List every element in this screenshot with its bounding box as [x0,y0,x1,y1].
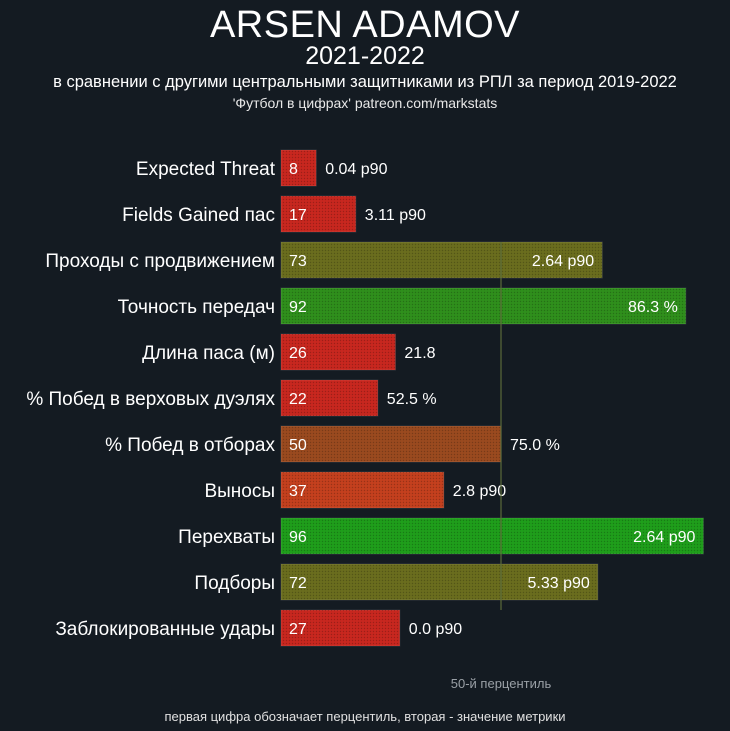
metric-value-label: 0.0 p90 [409,621,462,638]
metric-value-label: 2.8 p90 [453,483,506,500]
category-label: Fields Gained пас [122,205,275,226]
metric-value-label: 75.0 % [510,437,560,454]
source-credit: 'Футбол в цифрах' patreon.com/markstats [232,95,498,111]
bar-texture [281,564,598,600]
metric-value-label: 2.64 p90 [633,529,695,546]
category-label: % Побед в верховых дуэлях [26,389,275,410]
bar-texture [281,334,396,370]
metric-value-label: 21.8 [404,345,435,362]
bar-texture [281,380,378,416]
percentile-bar-chart: Expected Threat 8 0.04 p90 Fields Gained па… [26,149,704,691]
bars-layer: Expected Threat 8 0.04 p90 Fields Gained па… [26,149,704,647]
bar-texture [281,472,444,508]
percentile-value-label: 96 [289,529,307,546]
percentile-value-label: 17 [289,207,307,224]
bar-texture [281,610,400,646]
median-percentile-label: 50-й перцентиль [451,676,552,691]
percentile-value-label: 27 [289,621,307,638]
metric-value-label: 3.11 p90 [365,207,426,224]
bar-texture [281,426,501,462]
bar-texture [281,196,356,232]
percentile-value-label: 8 [289,161,298,178]
bar-texture [281,150,317,186]
season-label: 2021-2022 [305,42,425,70]
category-label: % Побед в отборах [105,435,275,456]
category-label: Длина паса (м) [142,343,275,364]
percentile-value-label: 50 [289,437,307,454]
metric-value-label: 0.04 p90 [325,161,387,178]
category-label: Проходы с продвижением [45,251,275,272]
metric-value-label: 2.64 p90 [532,253,594,270]
percentile-value-label: 26 [289,345,307,362]
bar-texture [281,518,704,554]
category-label: Выносы [204,481,275,502]
category-label: Подборы [194,573,275,594]
percentile-value-label: 72 [289,575,307,592]
metric-value-label: 5.33 p90 [528,575,590,592]
category-label: Точность передач [118,297,275,318]
footer-note: первая цифра обозначает перцентиль, втор… [164,709,566,724]
category-label: Перехваты [178,527,275,548]
player-name-title: ARSEN ADAMOV [209,4,521,46]
metric-value-label: 86.3 % [628,299,678,316]
metric-value-label: 52.5 % [387,391,437,408]
percentile-value-label: 37 [289,483,307,500]
percentile-value-label: 22 [289,391,307,408]
percentile-value-label: 73 [289,253,307,270]
bar-texture [281,242,603,278]
bar-texture [281,288,686,324]
percentile-value-label: 92 [289,299,307,316]
category-label: Expected Threat [136,159,276,180]
comparison-subtitle: в сравнении с другими центральными защит… [53,73,677,91]
category-label: Заблокированные удары [55,619,275,640]
